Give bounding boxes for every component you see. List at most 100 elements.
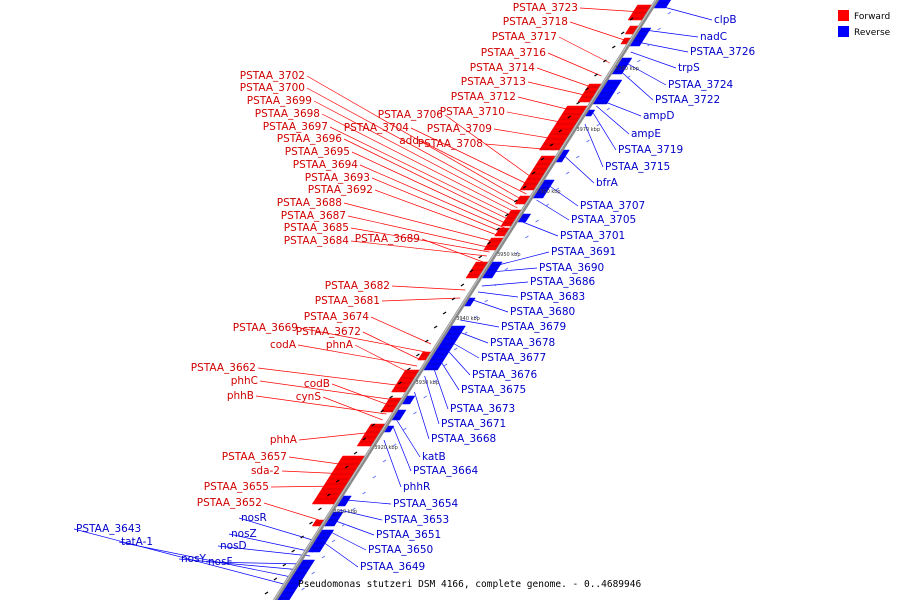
connector-pstaa-3649	[320, 539, 359, 568]
minor-tick	[353, 451, 358, 455]
minor-tick-reverse	[311, 571, 315, 575]
minor-tick	[344, 465, 349, 469]
minor-tick-reverse	[464, 331, 468, 335]
minor-tick	[460, 283, 465, 287]
gene-label-pstaa-3690: PSTAA_3690	[539, 262, 604, 274]
gene-label-pstaa-3669: PSTAA_3669	[233, 322, 298, 334]
minor-tick-reverse	[403, 427, 407, 431]
gene-label-pstaa-3649: PSTAA_3649	[360, 561, 425, 573]
tick-label-3960-kbp: 3960 kbp	[537, 189, 561, 195]
connector-pstaa-3690	[490, 267, 538, 273]
gene-label-pstaa-3717: PSTAA_3717	[492, 31, 557, 43]
gene-label-pstaa-3651: PSTAA_3651	[376, 529, 441, 541]
tick-label-3940-kbp: 3940 kbp	[456, 316, 480, 322]
connector-bfra	[564, 155, 595, 184]
connector-phna	[354, 344, 413, 375]
connector-pstaa-3700	[306, 87, 521, 205]
connector-pstaa-3652	[263, 502, 320, 521]
gene-label-pstaa-3681: PSTAA_3681	[315, 295, 380, 307]
minor-tick-reverse	[626, 75, 631, 79]
gene-label-pstaa-3654: PSTAA_3654	[393, 498, 459, 510]
minor-tick-reverse	[555, 187, 560, 191]
gene-label-pstaa-3675: PSTAA_3675	[461, 384, 526, 396]
gene-label-pstaa-3704: PSTAA_3704	[344, 122, 410, 134]
minor-tick-reverse	[484, 299, 488, 303]
connector-pstaa-3679	[460, 319, 500, 328]
minor-tick-reverse	[565, 171, 570, 175]
gene-label-pstaa-3652: PSTAA_3652	[197, 497, 262, 509]
minor-tick-reverse	[545, 203, 550, 207]
gene-label-pstaa-3695: PSTAA_3695	[285, 146, 350, 158]
gene-label-pstaa-3698: PSTAA_3698	[255, 108, 320, 120]
minor-tick-reverse	[576, 155, 580, 159]
minor-tick-reverse	[494, 283, 499, 287]
connector-pstaa-3719	[592, 111, 617, 151]
minor-tick	[389, 395, 393, 399]
gene-label-pstaa-3694: PSTAA_3694	[293, 159, 359, 171]
minor-tick	[291, 549, 296, 553]
connector-pstaa-3716	[547, 52, 602, 77]
connector-pstaa-3691	[494, 251, 550, 267]
connector-pstaa-3689	[421, 238, 484, 263]
minor-tick	[282, 563, 287, 567]
minor-tick	[380, 409, 385, 413]
gene-label-pstaa-3701: PSTAA_3701	[560, 230, 625, 242]
gene-label-nosz: nosZ	[231, 528, 257, 540]
connector-pstaa-3653	[339, 509, 383, 521]
gene-label-pstaa-3671: PSTAA_3671	[441, 418, 506, 430]
minor-tick	[629, 17, 634, 21]
minor-tick	[300, 535, 304, 539]
minor-tick-reverse	[596, 123, 600, 127]
legend-reverse-swatch	[838, 26, 849, 37]
gene-label-pstaa-3674: PSTAA_3674	[304, 311, 370, 323]
minor-tick	[603, 59, 607, 63]
gene-label-pstaa-3683: PSTAA_3683	[520, 291, 585, 303]
connector-pstaa-3693	[371, 177, 503, 233]
minor-tick-reverse	[616, 91, 621, 95]
gene-label-clpb: clpB	[714, 14, 737, 26]
gene-label-pstaa-3685: PSTAA_3685	[284, 222, 349, 234]
minor-tick	[424, 339, 429, 343]
connector-pstaa-3702	[306, 75, 523, 201]
minor-tick	[318, 507, 322, 511]
connector-pstaa-3674	[370, 316, 432, 345]
gene-label-pstaa-3653: PSTAA_3653	[384, 514, 449, 526]
connector-nosf	[205, 561, 306, 565]
gene-label-pstaa-3706: PSTAA_3706	[378, 109, 444, 121]
connector-phhr	[383, 439, 402, 488]
minor-tick	[567, 115, 572, 119]
minor-tick-reverse	[362, 491, 366, 495]
minor-tick	[335, 479, 340, 483]
connector-nosr	[238, 517, 320, 543]
gene-label-pstaa-3692: PSTAA_3692	[308, 184, 373, 196]
gene-label-nosf: nosF	[208, 556, 233, 568]
minor-tick	[531, 171, 536, 175]
minor-tick	[326, 493, 331, 497]
gene-label-pstaa-3691: PSTAA_3691	[551, 246, 616, 258]
connector-ampe	[596, 105, 630, 135]
connector-phhb	[255, 395, 387, 415]
gene-label-pstaa-3680: PSTAA_3680	[510, 306, 575, 318]
connector-pstaa-3705	[536, 199, 570, 221]
minor-tick-reverse	[433, 379, 438, 383]
gene-label-pstaa-3672: PSTAA_3672	[296, 326, 361, 338]
gene-label-sda-2: sda-2	[251, 465, 280, 477]
gene-label-nosr: nosR	[241, 512, 267, 524]
connector-nadc	[644, 29, 699, 38]
gene-label-pstaa-3655: PSTAA_3655	[204, 481, 269, 493]
connector-codb	[331, 383, 392, 407]
tick-marks: 3910 kbp 3920 kbp 3930 kbp 3940 kbp 3950 kbp…	[264, 11, 672, 595]
gene-label-add: add	[399, 135, 419, 147]
gene-label-pstaa-3714: PSTAA_3714	[470, 62, 536, 74]
gene-label-phhb: phhB	[227, 390, 254, 402]
connector-nosz	[228, 533, 313, 553]
connector-pstaa-3707	[546, 183, 579, 207]
minor-tick	[487, 241, 491, 245]
minor-tick	[611, 45, 616, 49]
minor-tick	[549, 143, 554, 147]
gene-label-pstaa-3700: PSTAA_3700	[240, 82, 305, 94]
connector-tata-1	[118, 541, 297, 579]
connector-pstaa-3651	[332, 519, 375, 536]
gene-label-pstaa-3719: PSTAA_3719	[618, 144, 683, 156]
